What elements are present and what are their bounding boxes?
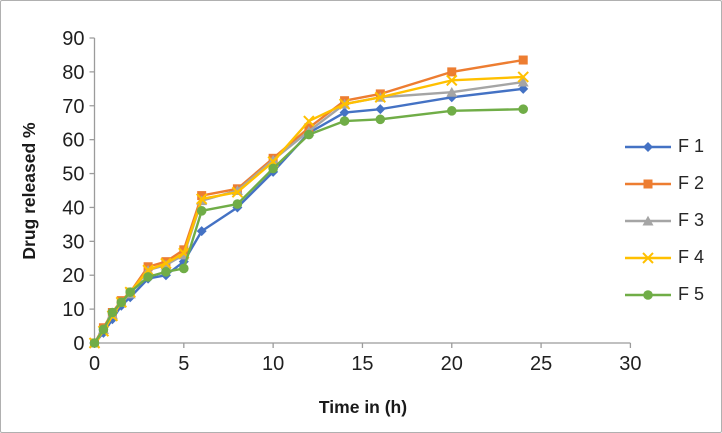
point-f5 [179, 263, 189, 274]
legend-marker [642, 251, 654, 264]
y-tick-label: 10 [62, 299, 84, 321]
point-f4 [446, 74, 458, 87]
point-f5 [446, 106, 457, 116]
legend-marker [642, 215, 654, 225]
series-line-f2 [93, 58, 525, 345]
point-f4 [517, 71, 529, 83]
y-tick-label: 0 [73, 333, 84, 355]
legend-item-f1: F 1 [625, 128, 704, 165]
series-line-f5 [93, 107, 525, 345]
legend-marker [643, 141, 653, 152]
legend-marker [643, 179, 653, 188]
x-tick-label: 30 [619, 353, 641, 375]
point-f2 [518, 55, 528, 65]
point-f4 [178, 247, 190, 259]
point-f5 [232, 199, 243, 209]
x-tick-label: 10 [262, 353, 284, 375]
point-f4 [195, 193, 208, 205]
point-f5 [125, 287, 136, 297]
point-f5 [304, 129, 314, 140]
legend-circle-icon [625, 289, 671, 300]
x-tick-label: 25 [530, 353, 552, 375]
point-f2 [447, 67, 457, 77]
point-f5 [375, 114, 386, 125]
point-f5 [196, 206, 207, 216]
y-tick-label: 20 [62, 265, 84, 287]
point-f3 [446, 87, 458, 97]
point-f5 [98, 324, 109, 335]
point-f4 [374, 91, 387, 104]
y-tick-label: 60 [62, 130, 84, 152]
point-f3 [517, 76, 529, 87]
legend-label: F 4 [678, 247, 705, 267]
point-f5 [339, 116, 350, 126]
y-tick-label: 50 [62, 164, 84, 186]
legend-x-icon [625, 251, 671, 264]
legend: F 1 F 2 F 3 F 4 F 5 [625, 128, 704, 313]
point-f1 [375, 104, 386, 115]
point-f3 [267, 154, 279, 165]
point-f5 [143, 272, 153, 282]
y-tick-label: 30 [62, 231, 84, 253]
y-tick-label: 40 [62, 197, 84, 219]
legend-label: F 5 [678, 284, 705, 304]
legend-item-f2: F 2 [625, 165, 704, 202]
legend-label: F 3 [678, 210, 705, 230]
legend-triangle-icon [625, 215, 671, 225]
x-axis-title: Time in (h) [318, 397, 408, 417]
point-f4 [303, 115, 315, 127]
x-tick-label: 20 [441, 353, 463, 375]
x-tick-label: 0 [89, 353, 100, 375]
point-f5 [161, 267, 171, 277]
legend-item-f4: F 4 [625, 239, 704, 276]
y-tick-label: 80 [62, 62, 84, 84]
y-tick-label: 70 [62, 96, 84, 118]
point-f4 [231, 186, 244, 198]
x-tick-label: 5 [178, 353, 189, 375]
legend-label: F 1 [678, 136, 705, 156]
point-f5 [89, 338, 100, 348]
point-f5 [518, 104, 529, 114]
y-tick-label: 90 [62, 28, 84, 50]
legend-item-f3: F 3 [625, 202, 704, 239]
point-f1 [196, 226, 207, 237]
legend-square-icon [625, 179, 671, 188]
point-f5 [107, 307, 118, 318]
series-line-f4 [93, 75, 525, 345]
legend-diamond-icon [625, 141, 671, 152]
point-f5 [268, 163, 278, 174]
legend-item-f5: F 5 [625, 276, 704, 313]
point-f5 [116, 297, 127, 308]
x-tick-label: 15 [351, 353, 373, 375]
point-f4 [160, 257, 172, 270]
y-axis-title: Drug released % [19, 122, 39, 260]
legend-marker [643, 289, 653, 300]
point-f4 [338, 98, 351, 110]
legend-label: F 2 [678, 173, 705, 193]
point-f1 [339, 107, 350, 118]
